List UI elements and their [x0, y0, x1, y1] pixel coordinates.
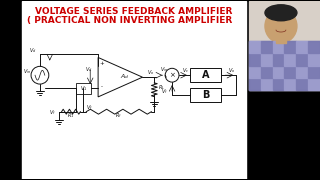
Text: $V_{in}$: $V_{in}$ [23, 67, 31, 76]
Bar [76, 83, 91, 94]
Bar [273, 66, 284, 78]
Text: $V_o$: $V_o$ [147, 68, 154, 77]
Text: ×: × [169, 72, 175, 78]
Text: $V_f$: $V_f$ [161, 87, 168, 96]
Text: $A_d$: $A_d$ [120, 72, 130, 81]
Bar [273, 53, 284, 66]
Bar [296, 66, 308, 78]
Bar [273, 78, 284, 90]
Bar [308, 41, 320, 53]
Ellipse shape [265, 9, 297, 43]
Text: $V_d$: $V_d$ [29, 46, 37, 55]
Bar [276, 35, 286, 43]
Text: $R_1$: $R_1$ [68, 111, 75, 120]
Bar [308, 78, 320, 90]
Bar [261, 78, 273, 90]
Bar [249, 1, 320, 90]
Bar [249, 78, 261, 90]
Bar [4, 1, 22, 179]
Bar [261, 41, 273, 53]
Bar [296, 53, 308, 66]
Bar [273, 41, 284, 53]
Text: -: - [101, 85, 103, 89]
Bar [296, 41, 308, 53]
Text: $R_L$: $R_L$ [158, 83, 165, 92]
Ellipse shape [265, 5, 297, 21]
Bar [308, 66, 320, 78]
Bar [308, 53, 320, 66]
Text: $R_f$: $R_f$ [115, 111, 122, 120]
Text: VOLTAGE SERIES FEEDBACK AMPLIFIER: VOLTAGE SERIES FEEDBACK AMPLIFIER [36, 7, 233, 16]
Bar [246, 1, 320, 179]
Text: A: A [202, 70, 209, 80]
Bar [190, 68, 221, 82]
Text: $V_d$: $V_d$ [84, 65, 92, 74]
Text: $V_o$: $V_o$ [228, 66, 235, 75]
Text: +: + [100, 61, 104, 66]
Bar [284, 66, 296, 78]
Text: $V_1$: $V_1$ [80, 84, 87, 93]
Text: $V_f$: $V_f$ [49, 108, 56, 117]
Bar [249, 53, 261, 66]
Bar [284, 78, 296, 90]
Text: B: B [202, 90, 209, 100]
Bar [261, 53, 273, 66]
Text: ( PRACTICAL NON INVERTING AMPLIFIER: ( PRACTICAL NON INVERTING AMPLIFIER [27, 16, 232, 25]
Bar [284, 53, 296, 66]
Bar [296, 78, 308, 90]
Bar [249, 66, 261, 78]
Bar [22, 1, 246, 179]
Text: $V_{in}$: $V_{in}$ [160, 65, 168, 74]
Bar [249, 41, 261, 53]
Bar [261, 66, 273, 78]
Text: $V_\epsilon$: $V_\epsilon$ [182, 66, 189, 75]
Bar [284, 41, 296, 53]
Bar [249, 41, 320, 90]
Bar [190, 88, 221, 102]
Text: $V_f$: $V_f$ [86, 103, 93, 112]
